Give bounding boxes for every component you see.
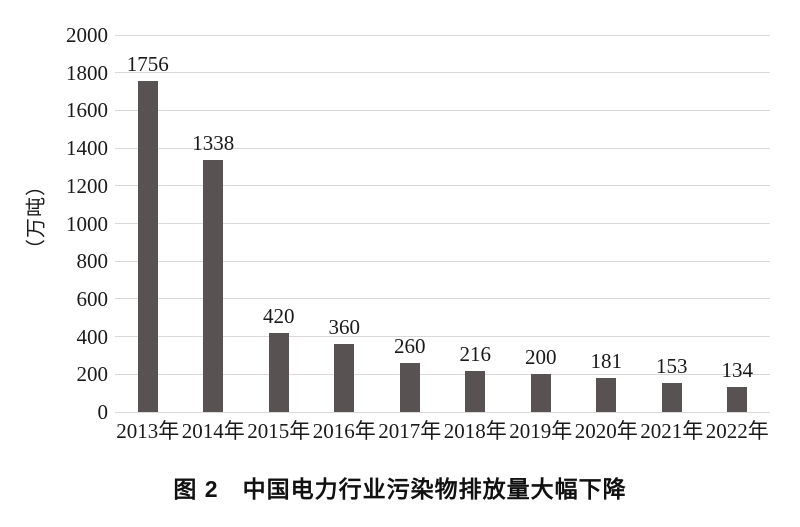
bar-2020年 — [596, 377, 617, 412]
y-tick-label-800: 800 — [76, 249, 109, 274]
y-tick-label-600: 600 — [76, 286, 109, 311]
gridline-y400 — [115, 336, 770, 338]
bar-2018年 — [465, 371, 486, 412]
y-tick-label-1400: 1400 — [66, 136, 108, 161]
x-tick-label-2018年: 2018年 — [443, 419, 507, 443]
y-tick-label-0: 0 — [97, 400, 109, 424]
gridline-y800 — [115, 260, 770, 262]
x-tick-label-2014年: 2014年 — [181, 419, 245, 443]
bar-value-label-2014年: 1338 — [192, 130, 235, 155]
x-tick-label-2020年: 2020年 — [574, 419, 638, 443]
y-tick-label-1000: 1000 — [66, 211, 108, 236]
x-tick-label-2013年: 2013年 — [116, 419, 180, 443]
figure-caption: 图 2 中国电力行业污染物排放量大幅下降 — [173, 476, 627, 502]
gridline-y2000 — [115, 34, 770, 36]
bar-value-label-2021年: 153 — [656, 354, 688, 379]
y-tick-label-2000: 2000 — [66, 23, 108, 47]
y-tick-label-1200: 1200 — [66, 173, 108, 198]
bar-value-label-2016年: 360 — [328, 315, 361, 340]
bar-2013年 — [137, 80, 158, 412]
x-tick-label-2019年: 2019年 — [509, 419, 573, 443]
gridline-y1200 — [115, 185, 770, 187]
bar-value-label-2020年: 181 — [590, 348, 623, 373]
gridline-y1000 — [115, 223, 770, 224]
gridline-y0 — [115, 411, 770, 413]
x-tick-label-2021年: 2021年 — [640, 419, 704, 443]
gridline-y1800 — [115, 72, 770, 74]
x-tick-label-2016年: 2016年 — [312, 419, 376, 443]
bar-2016年 — [334, 344, 355, 412]
x-tick-label-2017年: 2017年 — [378, 419, 442, 443]
bar-value-label-2022年: 134 — [721, 357, 754, 382]
bar-2015年 — [268, 332, 289, 412]
bar-2021年 — [661, 383, 682, 412]
gridline-y200 — [115, 373, 770, 375]
y-tick-label-200: 200 — [76, 362, 109, 387]
gridline-y600 — [115, 298, 770, 300]
bar-value-label-2013年: 1756 — [126, 51, 169, 76]
bar-value-label-2018年: 216 — [459, 342, 492, 367]
bar-2017年 — [399, 362, 420, 412]
y-tick-label-1600: 1600 — [66, 98, 108, 123]
bar-value-label-2017年: 260 — [394, 333, 426, 358]
y-tick-label-400: 400 — [76, 324, 109, 349]
gridline-y1600 — [115, 109, 770, 111]
bar-2019年 — [530, 374, 551, 412]
bar-value-label-2015年: 420 — [263, 303, 295, 328]
x-tick-label-2022年: 2022年 — [705, 419, 769, 443]
bar-2014年 — [203, 159, 224, 412]
gridline-y1400 — [115, 147, 770, 149]
y-axis-title: （万吨） — [25, 175, 48, 259]
bar-2022年 — [727, 386, 748, 412]
bar-value-label-2019年: 200 — [525, 345, 557, 370]
y-tick-label-1800: 1800 — [66, 60, 108, 85]
x-tick-label-2015年: 2015年 — [247, 419, 311, 443]
